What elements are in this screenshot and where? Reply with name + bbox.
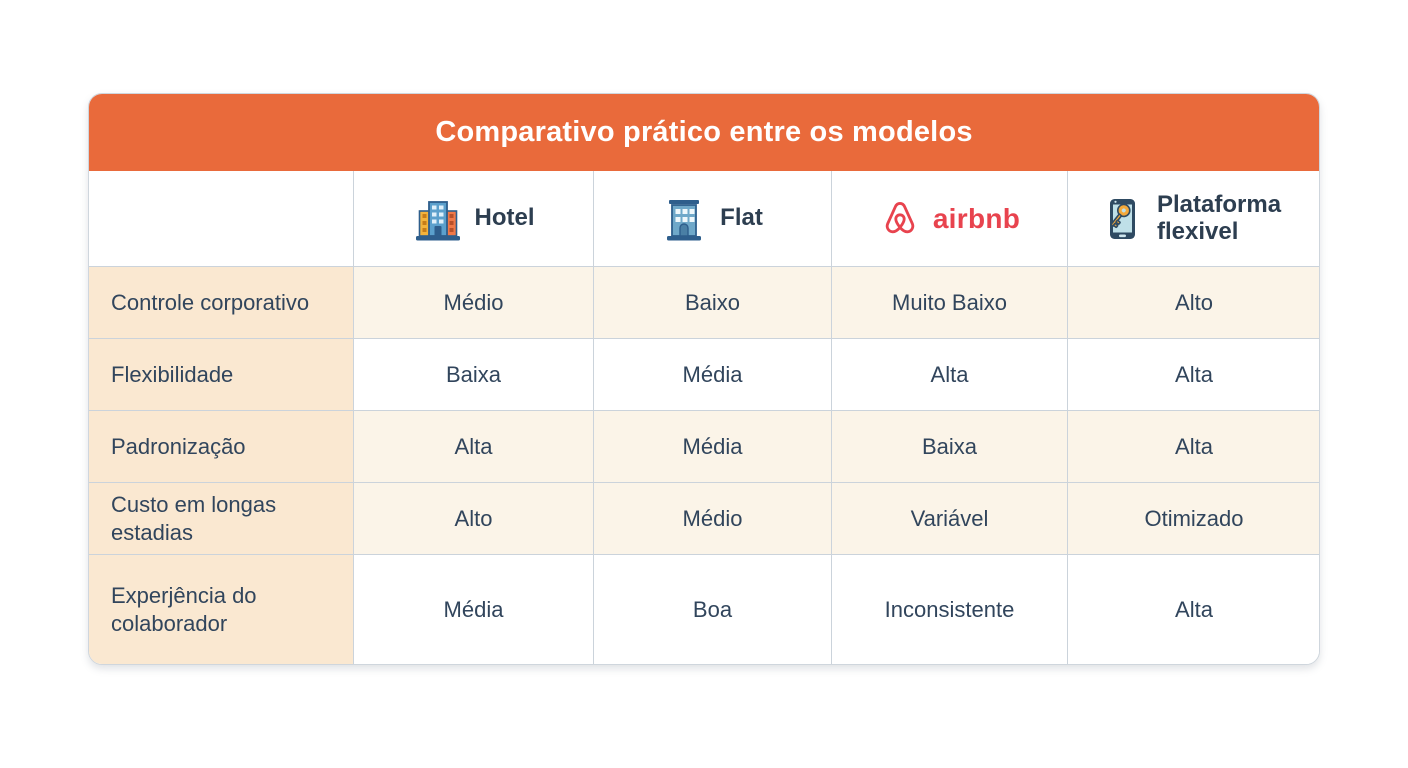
cell-value: Muito Baixo xyxy=(831,266,1067,338)
cell-value: Média xyxy=(593,338,831,410)
column-label: Plataforma flexivel xyxy=(1157,190,1282,245)
column-label: Hotel xyxy=(474,204,535,232)
table-row: Controle corporativo Médio Baixo Muito B… xyxy=(89,266,1319,338)
row-label: Custo em longas estadias xyxy=(89,482,353,554)
table-row: Flexibilidade Baixa Média Alta Alta xyxy=(89,338,1319,410)
cell-value: Alto xyxy=(1067,266,1319,338)
comparison-table-card: Comparativo prático entre os modelos xyxy=(88,93,1320,665)
cell-value: Alta xyxy=(831,338,1067,410)
cell-value: Variável xyxy=(831,482,1067,554)
cell-value: Média xyxy=(353,554,593,664)
row-label: Controle corporativo xyxy=(89,266,353,338)
flat-building-icon xyxy=(662,196,708,242)
column-label: airbnb xyxy=(932,202,1021,234)
cell-value: Inconsistente xyxy=(831,554,1067,664)
cell-value: Baixa xyxy=(831,410,1067,482)
cell-value: Média xyxy=(593,410,831,482)
row-label: Experjência do colaborador xyxy=(89,554,353,664)
row-label: Padronização xyxy=(89,410,353,482)
cell-value: Alto xyxy=(353,482,593,554)
cell-value: Baixo xyxy=(593,266,831,338)
column-header-plataforma: Plataforma flexivel xyxy=(1067,171,1319,266)
column-header-row: Hotel Flat air xyxy=(89,171,1319,266)
table-row: Padronização Alta Média Baixa Alta xyxy=(89,410,1319,482)
column-header-flat: Flat xyxy=(593,171,831,266)
phone-key-icon xyxy=(1099,196,1145,242)
row-label: Flexibilidade xyxy=(89,338,353,410)
cell-value: Médio xyxy=(353,266,593,338)
table-title-band: Comparativo prático entre os modelos xyxy=(89,94,1319,171)
cell-value: Alta xyxy=(1067,338,1319,410)
table-row: Experjência do colaborador Média Boa Inc… xyxy=(89,554,1319,664)
cell-value: Alta xyxy=(1067,410,1319,482)
cell-value: Baixa xyxy=(353,338,593,410)
airbnb-logo-icon xyxy=(879,198,921,240)
cell-value: Médio xyxy=(593,482,831,554)
corner-cell xyxy=(89,171,353,266)
cell-value: Otimizado xyxy=(1067,482,1319,554)
column-header-hotel: Hotel xyxy=(353,171,593,266)
cell-value: Alta xyxy=(353,410,593,482)
cell-value: Boa xyxy=(593,554,831,664)
column-header-airbnb: airbnb xyxy=(831,171,1067,266)
table-row: Custo em longas estadias Alto Médio Vari… xyxy=(89,482,1319,554)
column-label: Flat xyxy=(720,204,763,232)
page-title: Comparativo prático entre os modelos xyxy=(435,116,973,148)
cell-value: Alta xyxy=(1067,554,1319,664)
hotel-building-icon xyxy=(413,196,463,242)
